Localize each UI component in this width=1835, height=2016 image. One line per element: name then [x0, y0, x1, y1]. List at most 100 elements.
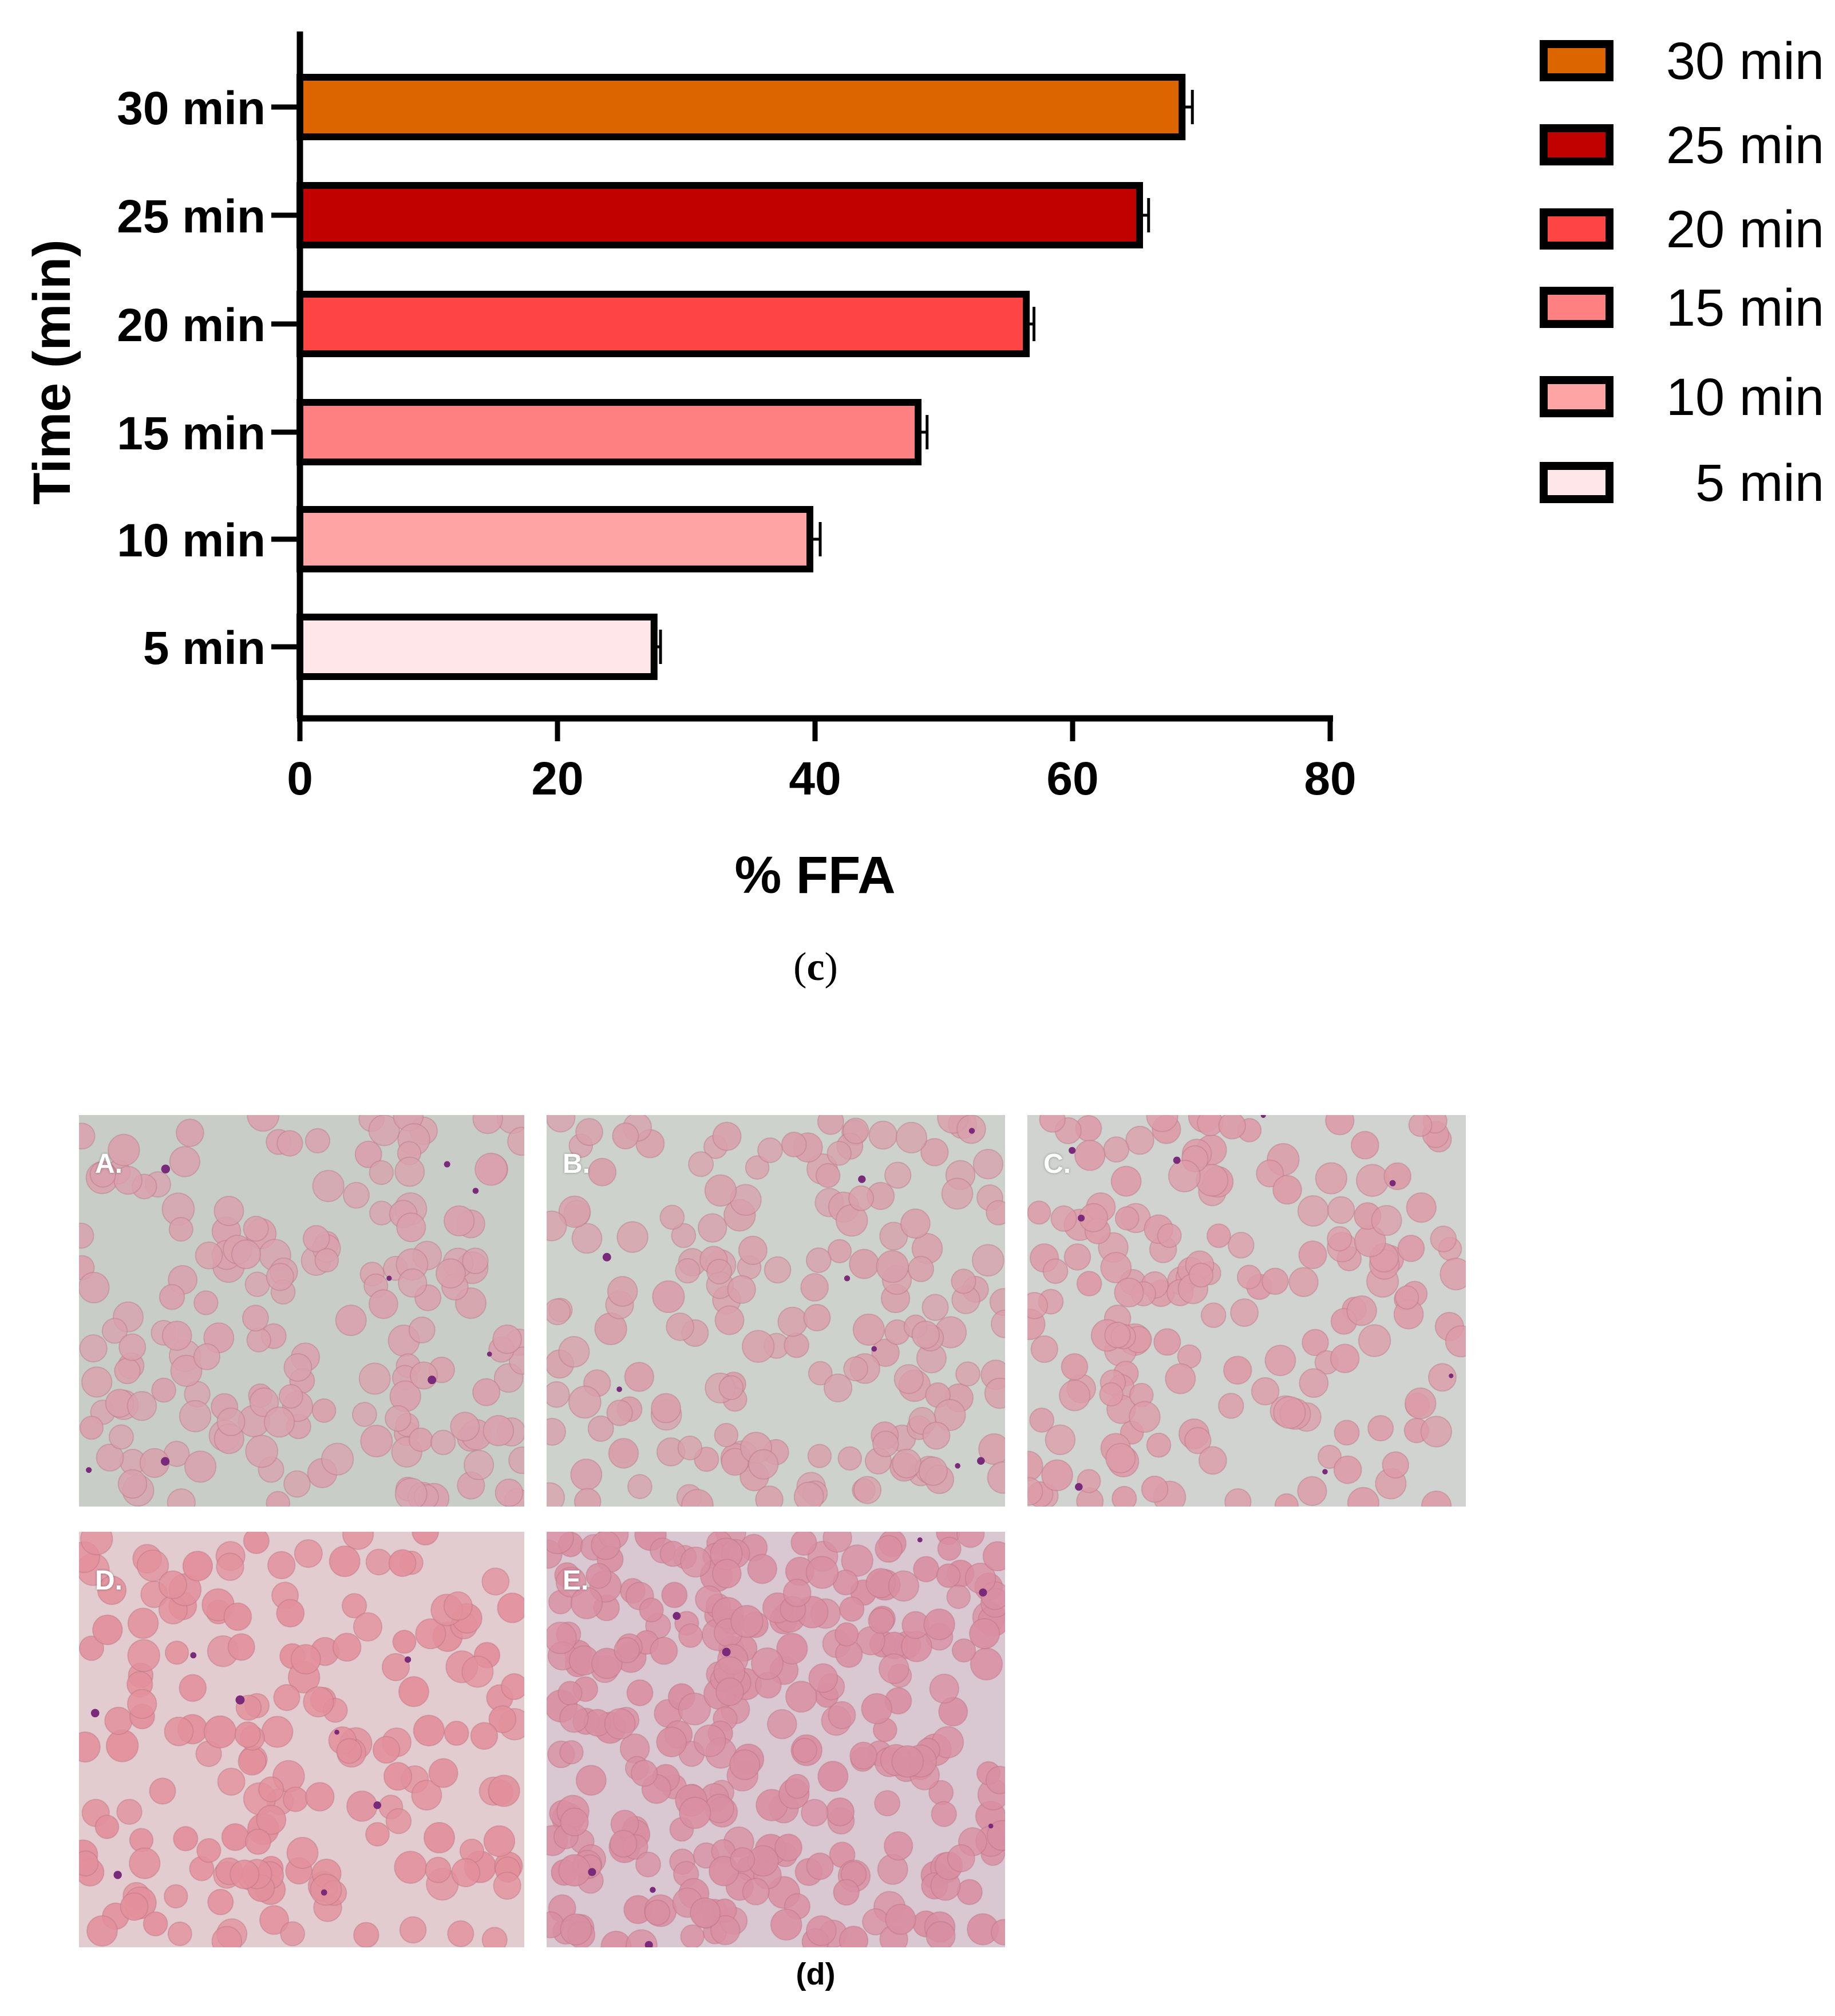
red-blood-cell — [826, 1141, 852, 1166]
red-blood-cell — [105, 1729, 139, 1762]
platelet — [917, 1537, 923, 1543]
red-blood-cell — [1228, 1232, 1255, 1259]
red-blood-cell — [126, 1391, 157, 1421]
red-blood-cell — [368, 1115, 400, 1147]
platelet — [988, 1823, 994, 1829]
red-blood-cell — [711, 1559, 742, 1589]
red-blood-cell — [607, 1276, 638, 1307]
platelet — [386, 1275, 392, 1281]
red-blood-cell — [825, 1797, 855, 1827]
red-blood-cell — [748, 1449, 779, 1480]
red-blood-cell — [575, 1118, 603, 1146]
red-blood-cell — [286, 1836, 319, 1869]
red-blood-cell — [428, 1758, 458, 1788]
red-blood-cell — [839, 1926, 869, 1947]
red-blood-cell — [1206, 1223, 1231, 1248]
red-blood-cell — [294, 1539, 323, 1568]
red-blood-cell — [207, 1888, 234, 1916]
platelet — [871, 1346, 877, 1352]
micrograph-panel-c: C. — [1027, 1115, 1466, 1507]
blood-smear-image-c — [1027, 1115, 1466, 1507]
red-blood-cell — [715, 1677, 745, 1706]
red-blood-cell — [937, 1536, 962, 1561]
red-blood-cell — [876, 1250, 909, 1283]
red-blood-cell — [211, 1926, 243, 1947]
red-blood-cell — [1074, 1140, 1106, 1171]
red-blood-cell — [245, 1434, 279, 1468]
red-blood-cell — [246, 1327, 272, 1353]
red-blood-cell — [151, 1377, 176, 1403]
blood-smear-image-a — [79, 1115, 524, 1507]
red-blood-cell — [488, 1705, 517, 1733]
red-blood-cell — [547, 1532, 574, 1555]
red-blood-cell — [1420, 1416, 1453, 1448]
red-blood-cell — [89, 1161, 116, 1188]
red-blood-cell — [650, 1636, 678, 1665]
red-blood-cell — [259, 1905, 290, 1935]
red-blood-cell — [805, 1556, 839, 1589]
red-blood-cell — [742, 1330, 775, 1363]
red-blood-cell — [108, 1424, 135, 1450]
red-blood-cell — [1076, 1271, 1102, 1296]
y-tick-label: 5 min — [143, 622, 266, 674]
red-blood-cell — [678, 1623, 703, 1649]
red-blood-cell — [167, 1488, 196, 1507]
red-blood-cell — [114, 1357, 141, 1385]
red-blood-cell — [365, 1548, 393, 1576]
red-blood-cell — [624, 1362, 655, 1392]
red-blood-cell — [170, 1354, 203, 1387]
red-blood-cell — [79, 1122, 96, 1150]
red-blood-cell — [79, 1731, 101, 1763]
red-blood-cell — [273, 1683, 300, 1711]
red-blood-cell — [729, 1749, 761, 1781]
red-blood-cell — [396, 1212, 426, 1243]
red-blood-cell — [1347, 1487, 1380, 1507]
red-blood-cell — [1356, 1164, 1389, 1197]
red-blood-cell — [547, 1622, 577, 1654]
red-blood-cell — [911, 1321, 940, 1349]
red-blood-cell — [1110, 1165, 1142, 1197]
red-blood-cell — [1315, 1162, 1348, 1195]
red-blood-cell — [839, 1596, 865, 1622]
red-blood-cell — [353, 1922, 379, 1947]
red-blood-cell — [385, 1808, 412, 1835]
red-blood-cell — [451, 1858, 481, 1888]
red-blood-cell — [755, 1485, 784, 1507]
platelet — [1075, 1483, 1083, 1491]
red-blood-cell — [161, 1321, 192, 1351]
red-blood-cell — [853, 1476, 882, 1504]
red-blood-cell — [360, 1424, 393, 1458]
red-blood-cell — [1200, 1302, 1227, 1329]
red-blood-cell — [982, 1541, 1005, 1572]
red-blood-cell — [1027, 1477, 1043, 1506]
red-blood-cell — [1223, 1355, 1252, 1385]
red-blood-cell — [321, 1442, 354, 1476]
red-blood-cell — [136, 1549, 169, 1582]
red-blood-cell — [675, 1258, 701, 1284]
bar — [296, 614, 658, 680]
red-blood-cell — [1427, 1363, 1457, 1392]
red-blood-cell — [639, 1598, 664, 1623]
red-blood-cell — [681, 1489, 714, 1507]
caption-c: (c) — [730, 944, 901, 990]
red-blood-cell — [1395, 1285, 1419, 1310]
caption-c-open: ( — [793, 945, 807, 989]
red-blood-cell — [120, 1892, 149, 1921]
red-blood-cell — [1061, 1353, 1089, 1381]
red-blood-cell — [586, 1563, 612, 1589]
micrograph-panel-d: D. — [79, 1532, 524, 1947]
red-blood-cell — [1273, 1396, 1306, 1429]
red-blood-cell — [714, 1422, 739, 1448]
red-blood-cell — [747, 1553, 778, 1584]
red-blood-cell — [547, 1381, 570, 1408]
red-blood-cell — [351, 1402, 377, 1427]
red-blood-cell — [461, 1655, 494, 1688]
red-blood-cell — [671, 1223, 697, 1248]
red-blood-cell — [990, 1919, 1005, 1946]
red-blood-cell — [1041, 1459, 1073, 1492]
red-blood-cell — [394, 1156, 425, 1187]
red-blood-cell — [803, 1303, 831, 1332]
panel-label-e: E. — [563, 1566, 589, 1596]
red-blood-cell — [750, 1647, 784, 1681]
red-blood-cell — [230, 1859, 260, 1889]
